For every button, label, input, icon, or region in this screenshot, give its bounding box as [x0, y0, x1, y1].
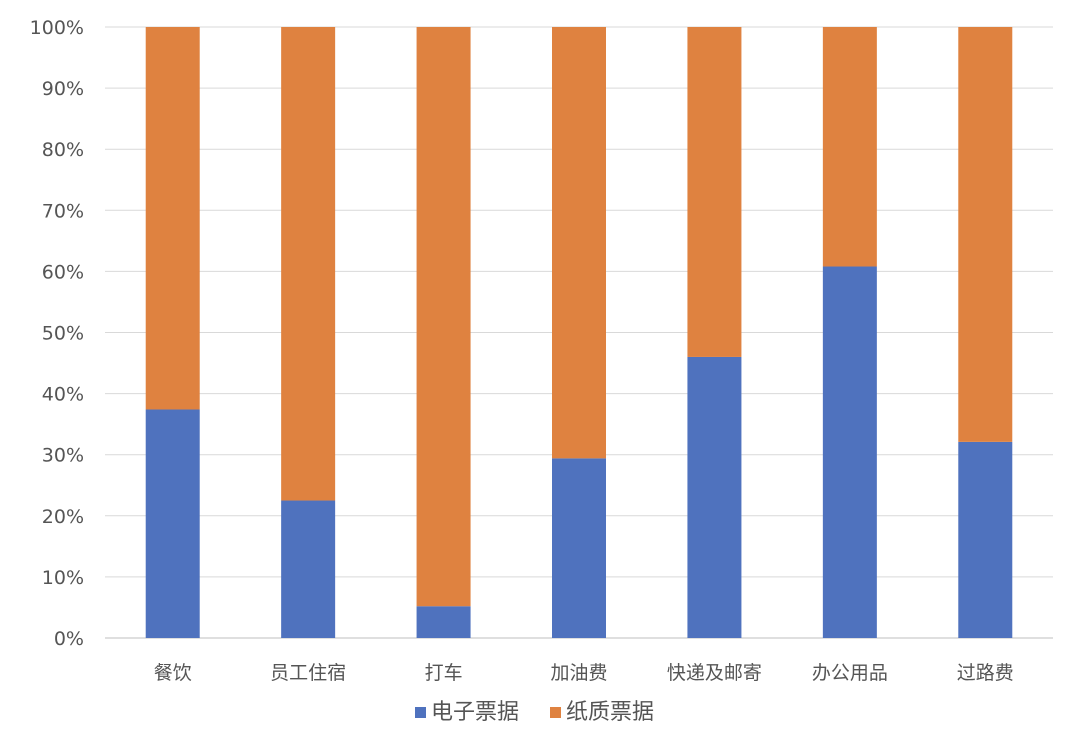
- x-category-label: 餐饮: [154, 662, 192, 684]
- y-tick-label: 40%: [42, 384, 84, 406]
- bar-paper-1: [281, 27, 336, 501]
- bar-electronic-4: [687, 356, 742, 638]
- bar-paper-5: [822, 27, 877, 267]
- y-axis-tick-labels: 0% 10% 20% 30% 40% 50% 60% 70% 80% 90% 100%: [30, 17, 84, 650]
- x-category-label: 快递及邮寄: [667, 662, 762, 684]
- x-category-label: 加油费: [550, 662, 607, 684]
- bar-electronic-2: [416, 606, 471, 638]
- bar-electronic-5: [822, 266, 877, 638]
- legend-label-electronic: 电子票据: [431, 700, 519, 725]
- y-tick-label: 0%: [54, 628, 84, 650]
- x-category-label: 打车: [425, 662, 463, 684]
- x-category-label: 过路费: [957, 662, 1014, 684]
- bar-paper-0: [145, 27, 200, 410]
- y-tick-label: 20%: [42, 506, 84, 528]
- x-axis-category-labels: 餐饮 员工住宿 打车 加油费 快递及邮寄 办公用品 过路费: [154, 662, 1014, 684]
- x-category-label: 办公用品: [812, 662, 888, 684]
- bar-paper-3: [552, 27, 606, 459]
- bar-electronic-1: [281, 500, 336, 638]
- y-tick-label: 80%: [42, 139, 84, 161]
- legend: 电子票据 纸质票据: [415, 700, 654, 725]
- legend-label-paper: 纸质票据: [566, 700, 654, 725]
- bar-paper-6: [958, 27, 1013, 442]
- y-tick-label: 60%: [42, 261, 84, 283]
- y-tick-label: 90%: [42, 78, 84, 100]
- y-tick-label: 70%: [42, 200, 84, 222]
- y-tick-label: 100%: [30, 17, 84, 39]
- legend-swatch-electronic: [415, 707, 426, 718]
- y-tick-label: 50%: [42, 323, 84, 345]
- y-tick-label: 10%: [42, 567, 84, 589]
- y-tick-label: 30%: [42, 445, 84, 467]
- bar-electronic-6: [958, 441, 1013, 638]
- bar-electronic-3: [552, 458, 606, 638]
- bars: [145, 27, 1013, 638]
- bar-electronic-0: [145, 409, 200, 638]
- bar-paper-2: [416, 27, 471, 607]
- x-category-label: 员工住宿: [270, 662, 346, 684]
- bar-paper-4: [687, 27, 742, 357]
- legend-swatch-paper: [550, 707, 561, 718]
